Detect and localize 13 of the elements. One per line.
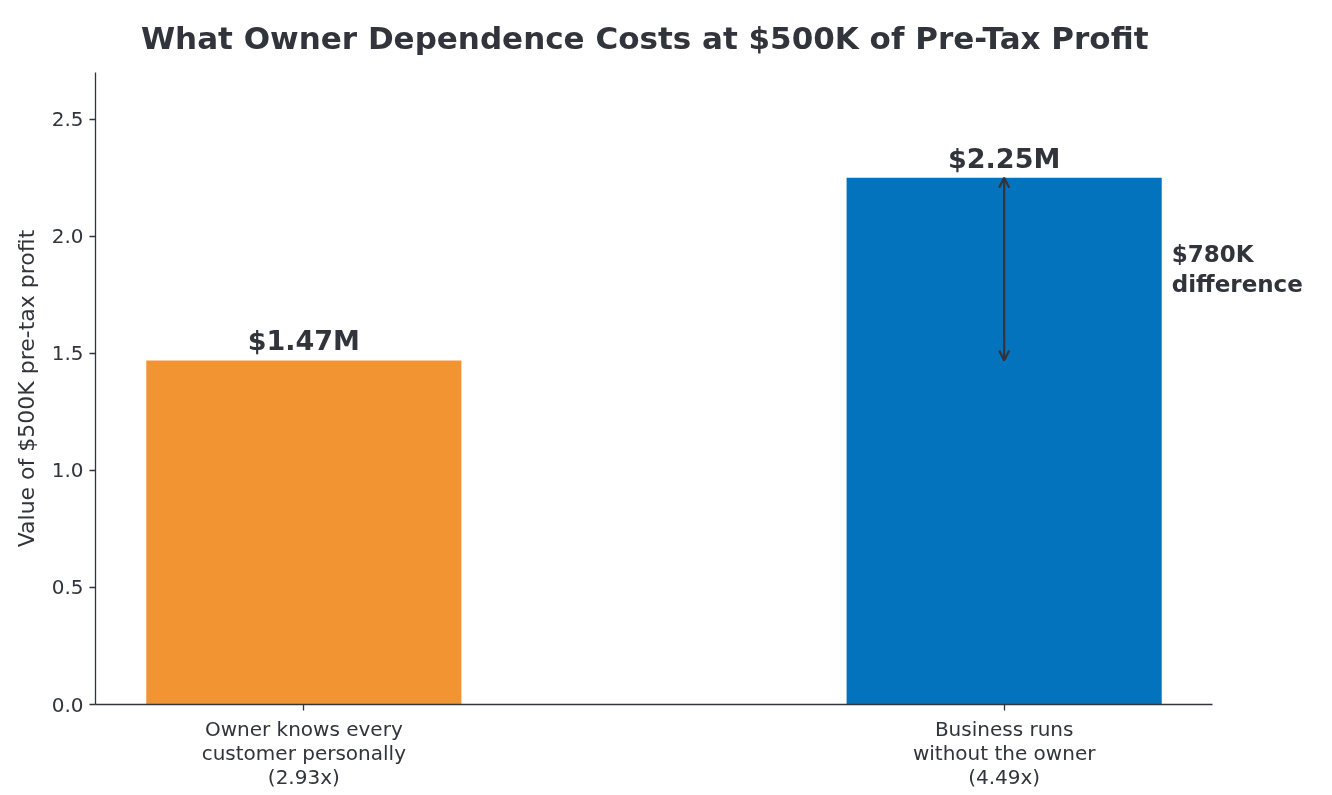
- chart-title: What Owner Dependence Costs at $500K of Pre-Tax Profit: [140, 19, 1149, 56]
- y-tick-label: 1.5: [51, 341, 84, 366]
- annotation: $780K difference: [1171, 241, 1303, 298]
- x-tick-label: Owner knows every customer personally (2.93x): [201, 716, 407, 789]
- y-tick-label: 2.0: [51, 224, 84, 249]
- y-tick-label: 1.0: [51, 458, 84, 483]
- y-tick-label: 0.5: [51, 575, 84, 600]
- y-tick-label: 0.0: [51, 692, 84, 717]
- data-label: $1.47M: [247, 325, 360, 357]
- data-label: $2.25M: [948, 142, 1061, 174]
- y-tick-label: 2.5: [51, 107, 84, 132]
- y-axis-title: Value of $500K pre-tax profit: [13, 229, 39, 548]
- x-tick-label: Business runs without the owner (4.49x): [912, 716, 1097, 789]
